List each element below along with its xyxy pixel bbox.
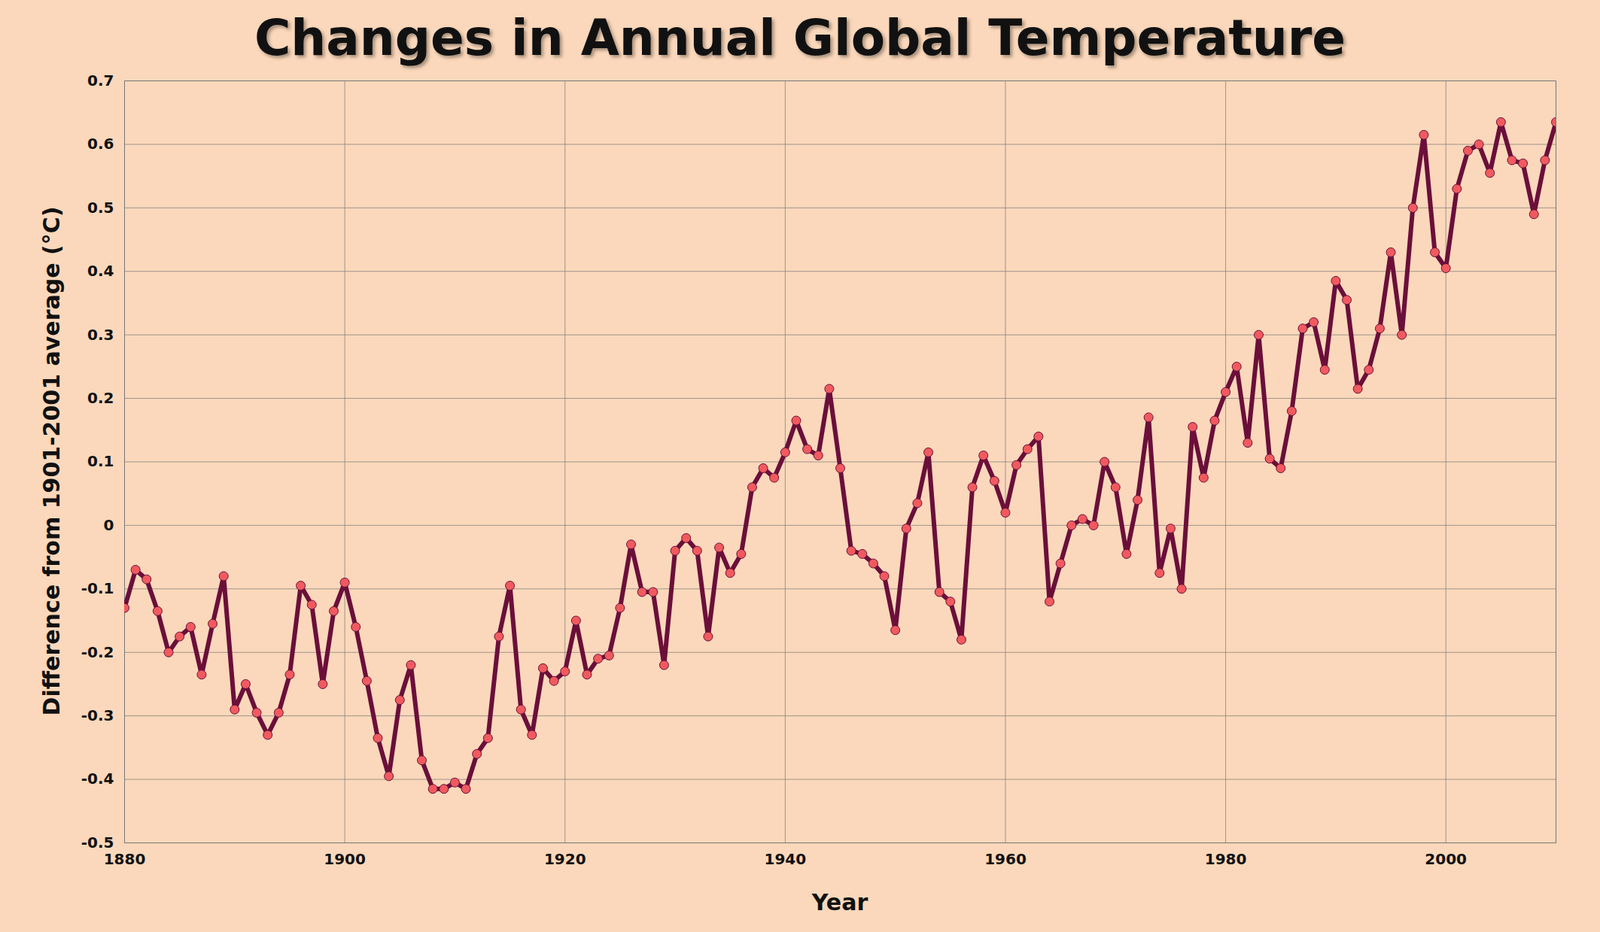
svg-text:-0.3: -0.3 xyxy=(81,706,115,725)
svg-text:-0.5: -0.5 xyxy=(81,833,115,852)
svg-text:0: 0 xyxy=(103,516,115,535)
svg-text:0.6: 0.6 xyxy=(87,134,114,153)
svg-text:2000: 2000 xyxy=(1424,850,1467,869)
svg-text:1920: 1920 xyxy=(544,850,587,869)
svg-text:1940: 1940 xyxy=(764,850,807,869)
svg-text:1960: 1960 xyxy=(984,850,1027,869)
svg-text:-0.1: -0.1 xyxy=(81,579,115,598)
svg-text:1900: 1900 xyxy=(323,850,366,869)
svg-text:0.4: 0.4 xyxy=(87,261,114,280)
svg-text:-0.4: -0.4 xyxy=(81,769,115,788)
svg-text:0.5: 0.5 xyxy=(87,198,114,217)
svg-text:0.2: 0.2 xyxy=(87,389,114,408)
html-text:Changes in Annual Global Tempe: Changes in Annual Global Temperature xyxy=(254,9,1346,67)
svg-text:-0.2: -0.2 xyxy=(81,643,115,662)
svg-text:0.1: 0.1 xyxy=(87,452,114,471)
svg-text:0.3: 0.3 xyxy=(87,325,114,344)
svg-text:1880: 1880 xyxy=(103,850,147,869)
svg-text:0.7: 0.7 xyxy=(87,75,114,90)
html-text:Year: Year xyxy=(811,889,868,916)
svg-text:1980: 1980 xyxy=(1204,850,1248,869)
html-text:Difference from 1901-2001 aver: Difference from 1901-2001 average (°C) xyxy=(38,206,65,717)
